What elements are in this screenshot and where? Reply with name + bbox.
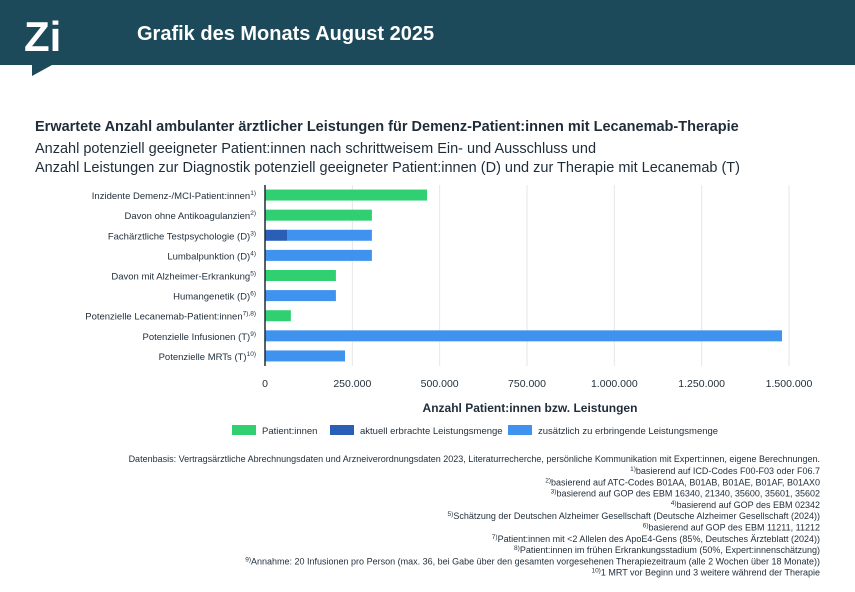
y-tick-label: Potenzielle MRTs (T)10) [159, 351, 256, 363]
category-note: 1) [250, 190, 256, 197]
bar [265, 270, 336, 281]
x-tick-label: 1.250.000 [678, 378, 725, 390]
x-tick-label: 0 [262, 378, 268, 390]
category-name: Potenzielle Lecanemab-Patient:innen [85, 312, 242, 323]
x-tick-label: 1.000.000 [591, 378, 638, 390]
footnote-ref: 1) [630, 466, 636, 473]
footnote-ref: 5) [448, 511, 454, 518]
y-tick-label: Fachärztliche Testpsychologie (D)3) [108, 230, 256, 242]
bar [265, 350, 345, 362]
footnote-ref: 6) [643, 523, 649, 530]
x-tick-label: 500.000 [421, 378, 459, 390]
legend-label: Patient:innen [262, 426, 317, 437]
category-name: Fachärztliche Testpsychologie (D) [108, 231, 250, 242]
header-bar [0, 0, 855, 65]
category-note: 2) [250, 210, 256, 217]
footnote-text: Patient:innen mit <2 Allelen des ApoE4-G… [498, 534, 820, 544]
bar [265, 229, 288, 241]
footnote-text: basierend auf GOP des EBM 02342 [677, 500, 820, 510]
footnote-text: Schätzung der Deutschen Alzheimer Gesell… [453, 511, 820, 521]
footnote-ref: 10) [591, 568, 600, 575]
x-axis-label: Anzahl Patient:innen bzw. Leistungen [423, 401, 638, 415]
footnote: 3)basierend auf GOP des EBM 16340, 21340… [551, 489, 820, 499]
legend-swatch [330, 425, 354, 435]
header-title: Grafik des Monats August 2025 [137, 23, 434, 45]
footnote: 9)Annahme: 20 Infusionen pro Person (max… [245, 556, 820, 566]
footnote-text: basierend auf GOP des EBM 11211, 11212 [649, 523, 820, 533]
category-name: Potenzielle Infusionen (T) [142, 332, 250, 343]
footnote-text: Patient:innen im frühen Erkrankungsstadi… [520, 545, 820, 555]
chart-subtitle: Anzahl Leistungen zur Diagnostik potenzi… [35, 160, 740, 176]
footnote: 7)Patient:innen mit <2 Allelen des ApoE4… [492, 534, 820, 544]
category-note: 4) [250, 250, 256, 257]
legend-swatch [508, 425, 532, 435]
category-name: Inzidente Demenz-/MCI-Patient:innen [92, 191, 250, 202]
footnote: 10)1 MRT vor Beginn und 3 weitere währen… [591, 568, 820, 578]
bar [265, 290, 336, 302]
source: Datenbasis: Vertragsärztliche Abrechnung… [129, 454, 820, 464]
footnote-text: Annahme: 20 Infusionen pro Person (max. … [251, 556, 820, 566]
y-tick-label: Inzidente Demenz-/MCI-Patient:innen1) [92, 190, 256, 202]
bar [265, 310, 291, 322]
footnote: 6)basierend auf GOP des EBM 11211, 11212 [643, 523, 820, 533]
bar [265, 330, 783, 342]
footnote-text: basierend auf ICD-Codes F00-F03 oder F06… [636, 466, 820, 476]
footnote-text: basierend auf ATC-Codes B01AA, B01AB, B0… [551, 477, 820, 487]
bar [265, 249, 372, 261]
y-tick-label: Davon ohne Antikoagulanzien2) [125, 210, 257, 222]
footnote-ref: 3) [551, 489, 557, 496]
footnote: 5)Schätzung der Deutschen Alzheimer Gese… [448, 511, 820, 521]
footnote-text: 1 MRT vor Beginn und 3 weitere während d… [601, 568, 820, 578]
logo: Zi [24, 13, 61, 60]
legend-swatch [232, 425, 256, 435]
y-tick-label: Lumbalpunktion (D)4) [167, 250, 256, 262]
bar [287, 229, 372, 241]
category-name: Potenzielle MRTs (T) [159, 352, 247, 363]
y-tick-label: Humangenetik (D)6) [173, 291, 256, 303]
footnote: 8)Patient:innen im frühen Erkrankungssta… [514, 545, 820, 555]
chart-subtitle: Anzahl potenziell geeigneter Patient:inn… [35, 141, 596, 157]
category-name: Humangenetik (D) [173, 292, 250, 303]
footnote-ref: 7) [492, 534, 498, 541]
x-tick-label: 250.000 [333, 378, 371, 390]
category-note: 3) [250, 230, 256, 237]
chart-title: Erwartete Anzahl ambulanter ärztlicher L… [35, 119, 739, 135]
category-name: Lumbalpunktion (D) [167, 251, 250, 262]
footnote-ref: 2) [545, 477, 551, 484]
category-note: 6) [250, 291, 256, 298]
y-tick-label: Potenzielle Lecanemab-Patient:innen7),8) [85, 311, 256, 323]
category-note: 7),8) [243, 311, 256, 318]
footnote-ref: 8) [514, 545, 520, 552]
legend-label: aktuell erbrachte Leistungsmenge [360, 426, 503, 437]
footnote: 1)basierend auf ICD-Codes F00-F03 oder F… [630, 466, 820, 476]
x-tick-label: 750.000 [508, 378, 546, 390]
footnote: 4)basierend auf GOP des EBM 02342 [671, 500, 820, 510]
footnote-ref: 9) [245, 556, 251, 563]
y-tick-label: Davon mit Alzheimer-Erkrankung5) [111, 271, 256, 283]
footnote-text: basierend auf GOP des EBM 16340, 21340, … [556, 489, 820, 499]
y-tick-label: Potenzielle Infusionen (T)9) [142, 331, 256, 343]
category-note: 10) [247, 351, 256, 358]
legend-label: zusätzlich zu erbringende Leistungsmenge [538, 426, 718, 437]
category-note: 9) [250, 331, 256, 338]
bar [265, 209, 372, 221]
category-note: 5) [250, 271, 256, 278]
category-name: Davon ohne Antikoagulanzien [125, 211, 251, 222]
bar [265, 189, 428, 201]
x-tick-label: 1.500.000 [766, 378, 813, 390]
logo-notch [32, 65, 52, 76]
footnote: 2)basierend auf ATC-Codes B01AA, B01AB, … [545, 477, 820, 487]
category-name: Davon mit Alzheimer-Erkrankung [111, 272, 250, 283]
footnote-ref: 4) [671, 500, 677, 507]
